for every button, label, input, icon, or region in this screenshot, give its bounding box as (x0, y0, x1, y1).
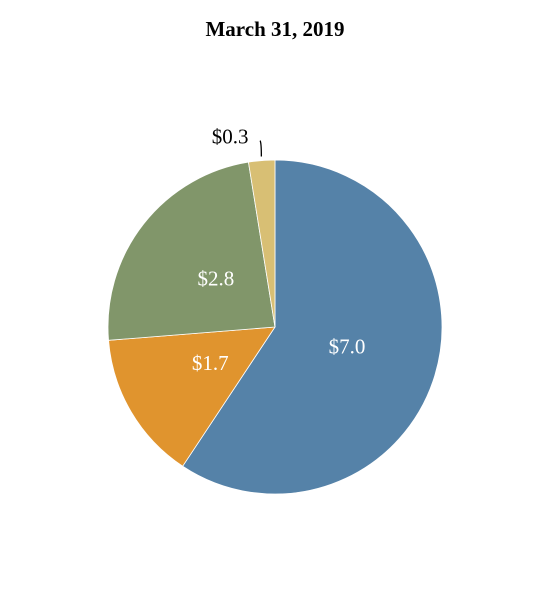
slice-labels: $7.0 $1.7 $2.8 $0.3 (192, 124, 365, 375)
slice-label-0: $7.0 (329, 335, 366, 359)
pie-slice-2 (107, 161, 276, 341)
slice-label-2: $2.8 (198, 266, 235, 290)
pie-slice-0 (182, 159, 443, 495)
leader-lines (259, 140, 263, 157)
pie-slice-3 (247, 159, 276, 328)
pie-slices (107, 159, 443, 495)
chart-title: March 31, 2019 (205, 17, 345, 41)
leader-line-3 (259, 140, 263, 157)
pie-slice-1 (108, 326, 276, 467)
slice-label-3: $0.3 (212, 124, 249, 148)
slice-label-1: $1.7 (192, 351, 229, 375)
